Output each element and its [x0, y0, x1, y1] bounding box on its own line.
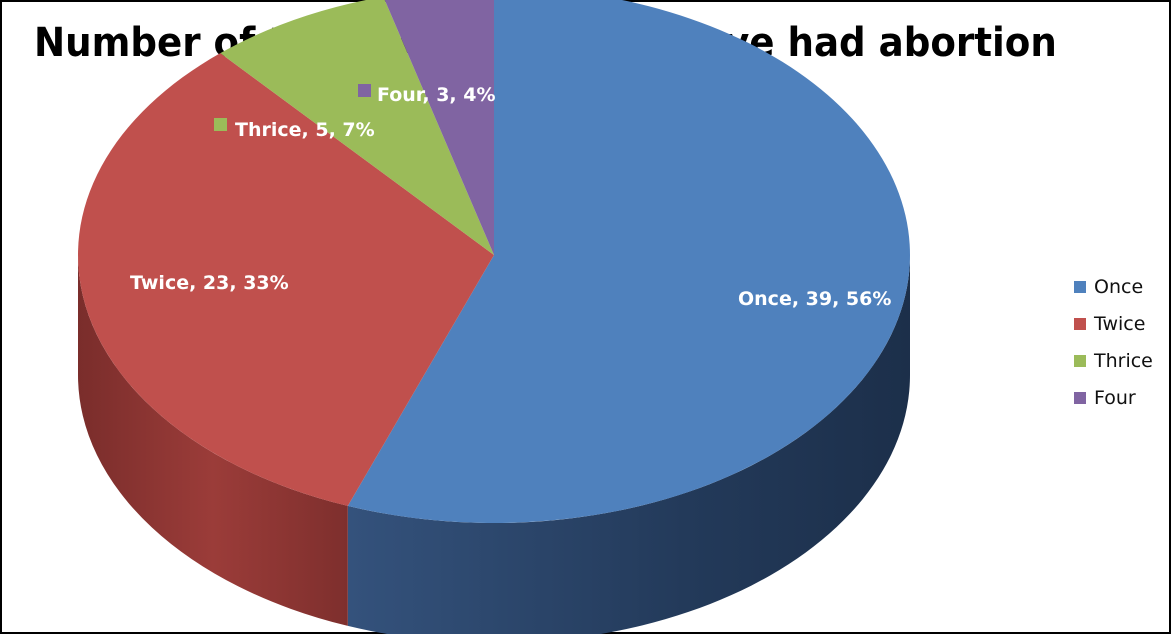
- pie-slice-four: [384, 0, 494, 255]
- pie-side-twice: [78, 255, 348, 626]
- pie-side-once: [347, 255, 910, 634]
- legend-label-once: Once: [1094, 276, 1144, 298]
- pie-slice-once: [347, 0, 910, 523]
- legend-label-thrice: Thrice: [1094, 350, 1153, 372]
- legend-label-four: Four: [1094, 387, 1136, 409]
- legend-item-thrice: Thrice: [1074, 346, 1153, 376]
- data-label-twice: Twice, 23, 33%: [130, 272, 289, 294]
- data-label-marker-four: [358, 84, 371, 97]
- legend-swatch-four: [1074, 392, 1086, 404]
- legend-swatch-once: [1074, 281, 1086, 293]
- legend: Once Twice Thrice Four: [1074, 272, 1153, 420]
- legend-label-twice: Twice: [1094, 313, 1146, 335]
- legend-item-once: Once: [1074, 272, 1153, 302]
- pie-slice-thrice: [220, 0, 494, 255]
- data-label-once: Once, 39, 56%: [738, 288, 891, 310]
- data-label-four: Four, 3, 4%: [377, 84, 496, 106]
- legend-swatch-twice: [1074, 318, 1086, 330]
- legend-swatch-thrice: [1074, 355, 1086, 367]
- data-label-marker-thrice: [214, 118, 227, 131]
- data-label-thrice: Thrice, 5, 7%: [235, 119, 375, 141]
- pie-slice-twice: [77, 53, 494, 506]
- data-label-marker-once: [716, 292, 729, 305]
- legend-item-four: Four: [1074, 383, 1153, 413]
- legend-item-twice: Twice: [1074, 309, 1153, 339]
